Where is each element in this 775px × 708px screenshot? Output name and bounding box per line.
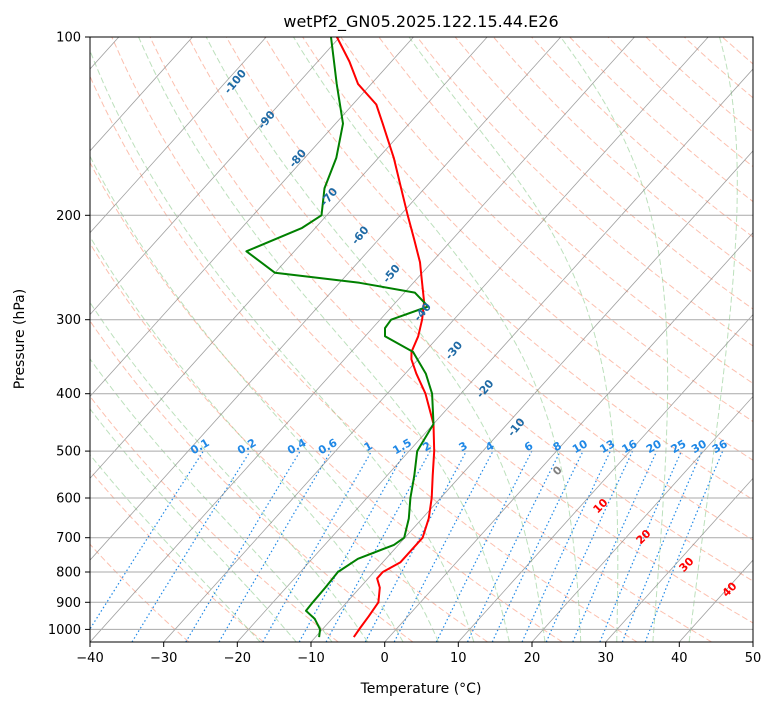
mixing-ratio-line bbox=[364, 450, 467, 642]
isotherm bbox=[163, 37, 709, 642]
isotherm bbox=[90, 37, 193, 152]
y-tick-label: 800 bbox=[56, 566, 81, 581]
dry-adiabat bbox=[90, 161, 563, 642]
moist-adiabat bbox=[90, 408, 297, 642]
isotherm bbox=[237, 68, 753, 642]
mixing-ratio-line bbox=[545, 450, 634, 642]
mixing-ratio-line bbox=[90, 450, 204, 631]
isotherms bbox=[90, 37, 753, 642]
moist-adiabat bbox=[293, 37, 582, 642]
mixing-ratio-line bbox=[325, 450, 431, 642]
mixing-ratio-line bbox=[621, 450, 703, 642]
dry-adiabat bbox=[264, 37, 753, 501]
isotherm bbox=[90, 37, 414, 398]
chart-title: wetPf2_GN05.2025.122.15.44.E26 bbox=[283, 12, 558, 32]
y-tick-label: 100 bbox=[56, 31, 81, 46]
x-axis: −40 −30 −20 −10 0 10 20 30 40 50 bbox=[76, 642, 761, 666]
y-tick-label: 700 bbox=[56, 531, 81, 546]
isotherm bbox=[605, 477, 753, 642]
isotherm bbox=[384, 232, 753, 642]
dry-adiabat bbox=[187, 37, 753, 582]
mixing-ratio-line bbox=[298, 450, 406, 642]
isotherm bbox=[90, 37, 341, 316]
plot-frame bbox=[89, 36, 754, 643]
dry-adiabat bbox=[90, 242, 488, 642]
temperature-line bbox=[336, 37, 436, 638]
y-axis: 1000 900 800 700 600 500 400 300 200 100 bbox=[48, 31, 90, 638]
y-tick-label: 900 bbox=[56, 596, 81, 611]
x-tick-label: −10 bbox=[297, 651, 324, 666]
isotherm bbox=[90, 37, 267, 234]
y-tick-label: 400 bbox=[56, 387, 81, 402]
dewpoint-line bbox=[245, 37, 435, 638]
isotherm bbox=[531, 395, 753, 642]
x-tick-label: 0 bbox=[381, 651, 389, 666]
moist-adiabat bbox=[688, 37, 738, 642]
isotherm bbox=[310, 150, 753, 642]
moist-adiabat bbox=[90, 358, 333, 642]
dry-adiabat bbox=[90, 469, 264, 642]
y-tick-label: 300 bbox=[56, 313, 81, 328]
dry-adiabat bbox=[90, 75, 638, 642]
x-tick-label: 40 bbox=[671, 651, 688, 666]
plot-area: 0.1 0.2 0.4 0.6 1 1.5 2 3 4 6 8 10 13 16 20 25 30 36-100-… bbox=[90, 37, 753, 642]
mixing-ratio-line bbox=[599, 450, 682, 642]
x-tick-label: 50 bbox=[745, 651, 762, 666]
x-tick-label: −20 bbox=[224, 651, 251, 666]
dry-adiabat bbox=[111, 37, 712, 642]
y-tick-label: 1000 bbox=[48, 623, 81, 638]
y-tick-label: 600 bbox=[56, 492, 81, 507]
isotherm bbox=[90, 37, 635, 642]
x-axis-title: Temperature (°C) bbox=[360, 681, 482, 697]
mixing-ratio-line bbox=[435, 450, 533, 642]
isotherm bbox=[458, 313, 753, 642]
dry-adiabat bbox=[340, 37, 753, 423]
moist-adiabat bbox=[408, 37, 619, 642]
dry-adiabat bbox=[225, 37, 753, 541]
y-tick-label: 500 bbox=[56, 445, 81, 460]
mixing-ratio-line bbox=[572, 450, 658, 642]
moist-adiabat bbox=[90, 301, 369, 642]
moist-adiabat bbox=[560, 37, 669, 642]
profile-series bbox=[245, 37, 436, 638]
moist-adiabat bbox=[90, 155, 439, 642]
dry-adiabat bbox=[149, 37, 753, 624]
moist-adiabat bbox=[138, 37, 510, 642]
x-tick-label: −40 bbox=[76, 651, 103, 666]
moist-adiabat bbox=[90, 453, 261, 642]
x-tick-label: −30 bbox=[150, 651, 177, 666]
y-axis-title: Pressure (hPa) bbox=[12, 289, 28, 389]
dry-adiabat bbox=[302, 37, 753, 461]
isotherm bbox=[90, 37, 562, 561]
x-tick-label: 20 bbox=[524, 651, 541, 666]
y-tick-label: 200 bbox=[56, 209, 81, 224]
moist-adiabat bbox=[205, 37, 546, 642]
dry-adiabats bbox=[90, 37, 753, 642]
mixing-ratio-line bbox=[644, 450, 724, 642]
moist-adiabat bbox=[90, 49, 475, 642]
isotherm bbox=[90, 37, 488, 479]
dry-adiabat bbox=[416, 37, 753, 347]
x-tick-label: 10 bbox=[450, 651, 467, 666]
x-tick-label: 30 bbox=[597, 651, 614, 666]
